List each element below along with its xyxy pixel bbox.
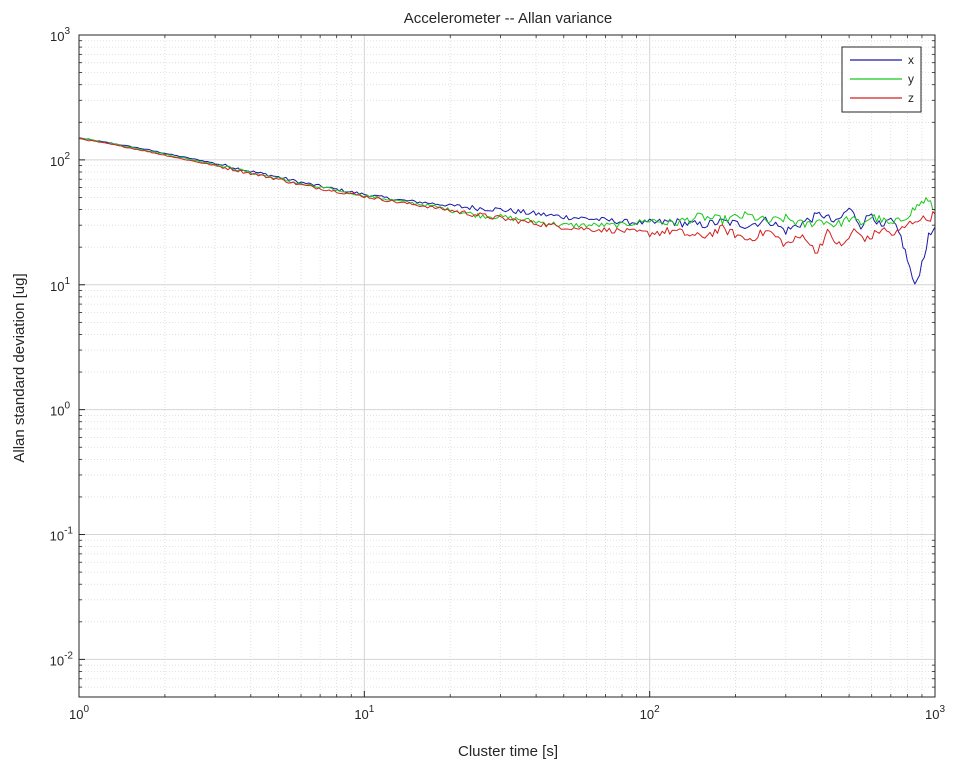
x-tick-base: 10 [925,707,939,722]
y-tick-exponent: 1 [64,276,70,287]
y-tick-label: 100 [50,401,70,419]
plot-area [79,35,935,697]
y-tick-base: 10 [50,154,64,169]
x-tick-base: 10 [354,707,368,722]
x-tick-exponent: 0 [83,704,89,715]
y-tick-label: 101 [50,276,70,294]
legend-label: x [908,53,914,67]
x-tick-label: 103 [925,704,945,722]
y-axis-label: Allan standard deviation [ug] [11,273,28,462]
legend-label: y [908,72,914,86]
x-tick-exponent: 1 [369,704,375,715]
x-tick-label: 102 [640,704,660,722]
y-tick-exponent: 2 [64,151,70,162]
y-tick-base: 10 [50,653,64,668]
y-tick-exponent: -2 [64,650,73,661]
minor-grid [79,35,935,697]
x-tick-base: 10 [69,707,83,722]
x-tick-label: 100 [69,704,89,722]
chart-title: Accelerometer -- Allan variance [404,10,612,27]
series-line-x [78,137,936,285]
legend[interactable]: xyz [841,46,922,113]
x-tick-exponent: 2 [654,704,660,715]
y-tick-exponent: -1 [64,526,73,537]
y-tick-exponent: 0 [64,401,70,412]
x-tick-exponent: 3 [939,704,945,715]
legend-label: z [908,91,914,105]
x-tick-label: 101 [354,704,374,722]
legend-item-x[interactable]: x [850,53,914,67]
major-grid [79,35,935,697]
y-tick-base: 10 [50,29,64,44]
x-axis-label: Cluster time [s] [458,743,558,760]
legend-item-z[interactable]: z [850,91,914,105]
series-line-y [78,137,935,229]
y-tick-base: 10 [50,404,64,419]
series-line-z [78,138,936,254]
y-tick-label: 103 [50,26,70,44]
y-tick-base: 10 [50,529,64,544]
series-layer [78,137,936,285]
x-tick-base: 10 [640,707,654,722]
y-tick-base: 10 [50,279,64,294]
legend-item-y[interactable]: y [850,72,914,86]
y-tick-label: 10-2 [50,650,74,668]
plot-border [78,34,936,698]
y-tick-exponent: 3 [64,26,70,37]
y-tick-label: 10-1 [50,526,74,544]
y-tick-label: 102 [50,151,70,169]
